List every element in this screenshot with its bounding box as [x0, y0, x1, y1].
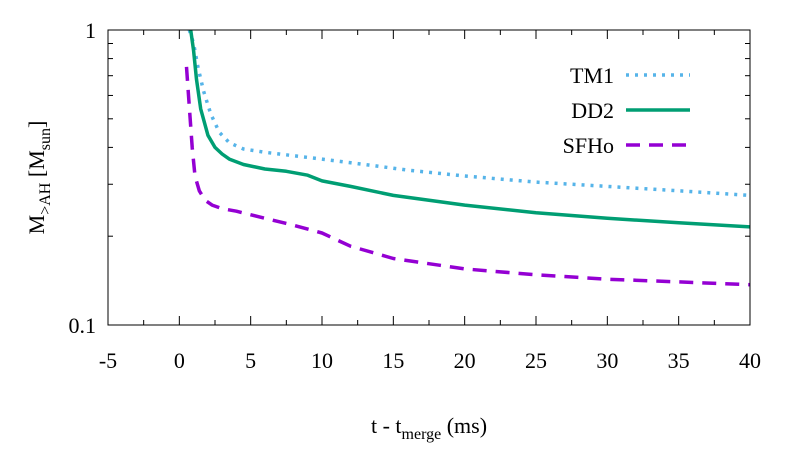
- y-tick-label: 0.1: [69, 313, 97, 338]
- y-axis-label-sub2: sun: [37, 128, 54, 150]
- x-tick-label: 25: [525, 348, 547, 373]
- x-axis-label-tail: (ms): [441, 413, 487, 438]
- y-axis-label-sub: >AH: [37, 182, 54, 215]
- series-line-tm1: [187, 30, 750, 198]
- x-tick-label: 35: [668, 348, 690, 373]
- x-tick-label: -5: [99, 348, 117, 373]
- series-line-dd2: [188, 30, 750, 229]
- series-layer: [184, 30, 750, 287]
- x-tick-label: 30: [596, 348, 618, 373]
- legend-label-sfho: SFHo: [563, 133, 614, 158]
- y-axis-label-main: M: [24, 215, 49, 235]
- x-axis-label-sub: merge: [402, 426, 442, 443]
- x-tick-label: 40: [739, 348, 761, 373]
- legend: TM1 DD2 SFHo: [563, 63, 690, 158]
- y-axis-label: M>AH [Msun]: [24, 121, 54, 235]
- y-axis-label-mid: [M: [24, 150, 49, 182]
- x-axis-label-main: t - t: [371, 413, 402, 438]
- x-tick-label: 15: [382, 348, 404, 373]
- x-tick-label: 0: [174, 348, 185, 373]
- series-line-sfho: [184, 66, 750, 287]
- x-axis-label: t - tmerge (ms): [371, 413, 487, 443]
- tick-labels: -5 0 5 10 15 20 25 30 35 40 0.1 1: [69, 18, 762, 373]
- x-tick-label: 20: [454, 348, 476, 373]
- x-tick-label: 10: [311, 348, 333, 373]
- legend-label-tm1: TM1: [570, 63, 614, 88]
- y-axis-label-tail: ]: [24, 121, 49, 128]
- legend-label-dd2: DD2: [571, 98, 614, 123]
- x-tick-label: 5: [245, 348, 256, 373]
- y-tick-label: 1: [85, 18, 96, 43]
- ticks-layer: [107, 29, 751, 326]
